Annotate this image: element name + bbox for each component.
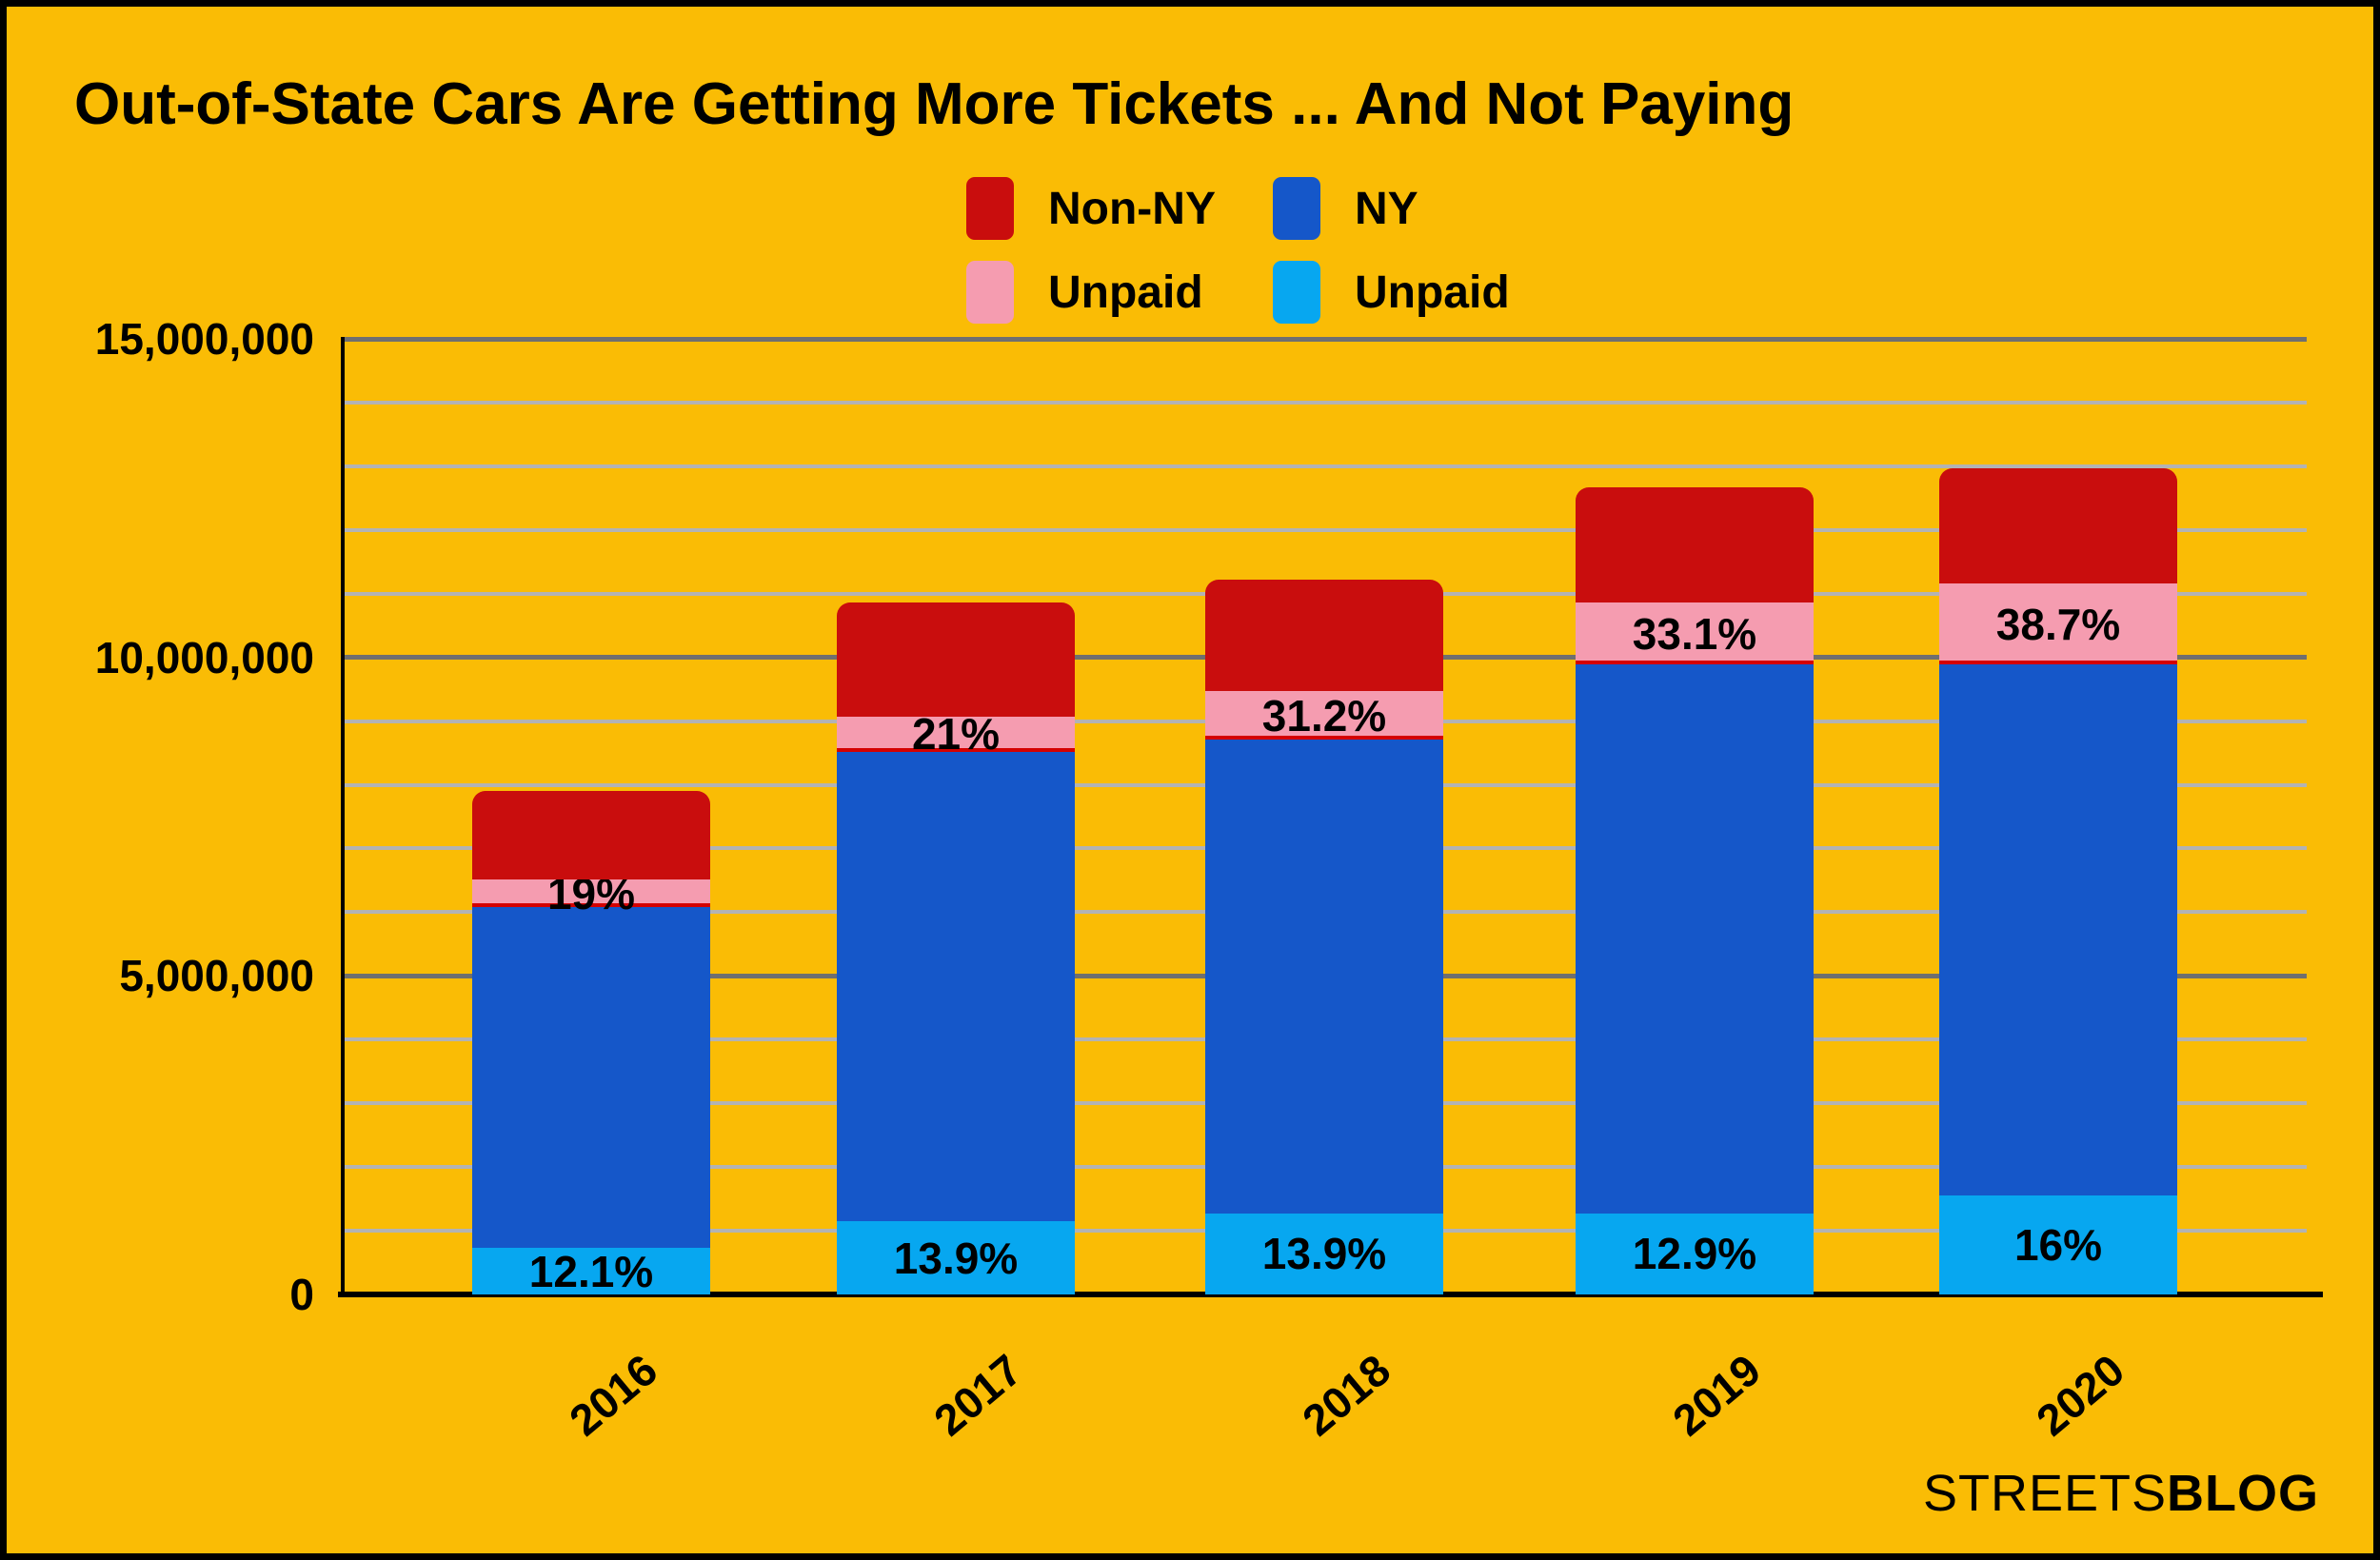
gridline-minor xyxy=(343,527,2307,532)
bar-2020-label-ny-unpaid: 16% xyxy=(2013,1220,2103,1271)
y-axis-tick-label: 15,000,000 xyxy=(94,314,314,365)
bar-2019-segment-non-ny-paid xyxy=(1576,486,1814,603)
legend-label: Unpaid xyxy=(1048,267,1203,318)
y-axis-tick-label: 10,000,000 xyxy=(94,632,314,682)
y-axis-tick-label: 0 xyxy=(289,1270,314,1319)
x-axis-label-2019: 2019 xyxy=(1663,1344,1771,1446)
x-axis-label-2016: 2016 xyxy=(560,1344,667,1446)
bar-2017-label-non-ny-unpaid: 21% xyxy=(911,709,1001,760)
legend-label: NY xyxy=(1355,183,1418,234)
bar-2020-segment-ny-paid xyxy=(1939,664,2177,1196)
bar-2019-segment-ny-paid xyxy=(1576,664,1814,1214)
legend-swatch-ny-unpaid xyxy=(1273,261,1320,324)
bar-2020-label-non-ny-unpaid: 38.7% xyxy=(1995,599,2121,649)
bar-2016-segment-ny-unpaid xyxy=(472,1248,710,1294)
legend: Non-NY NY Unpaid Unpaid xyxy=(966,177,1510,324)
gridline-major xyxy=(343,336,2307,342)
x-axis-label-2018: 2018 xyxy=(1293,1344,1400,1446)
logo-text-streets: STREETS xyxy=(1922,1465,2167,1522)
streetsblog-logo: STREETSBLOG xyxy=(1923,1464,2319,1523)
legend-swatch-non-ny-paid xyxy=(966,177,1014,240)
gridline-minor xyxy=(343,400,2307,405)
legend-swatch-ny-paid xyxy=(1273,177,1320,240)
legend-item-ny-paid: NY xyxy=(1273,177,1510,240)
bar-2019-segment-non-ny-unpaid xyxy=(1576,602,1814,665)
bar-2018-segment-non-ny-unpaid xyxy=(1205,691,1443,741)
bar-2020-segment-ny-unpaid xyxy=(1939,1195,2177,1294)
bar-2016-label-ny-unpaid: 12.1% xyxy=(528,1246,654,1296)
bar-2019-segment-ny-unpaid xyxy=(1576,1213,1814,1294)
y-axis-line xyxy=(341,337,345,1297)
bar-2017-segment-non-ny-paid xyxy=(837,602,1075,717)
legend-item-non-ny-unpaid: Unpaid xyxy=(966,261,1273,324)
bar-2018-label-non-ny-unpaid: 31.2% xyxy=(1261,690,1387,741)
bar-2019-label-non-ny-unpaid: 33.1% xyxy=(1632,608,1757,659)
bar-2016-segment-non-ny-paid xyxy=(472,790,710,880)
x-axis-line xyxy=(338,1292,2323,1297)
legend-label: Non-NY xyxy=(1048,183,1216,234)
bar-2019-label-ny-unpaid: 12.9% xyxy=(1632,1229,1757,1279)
y-axis-tick-label: 5,000,000 xyxy=(119,951,314,1001)
bar-2017-label-ny-unpaid: 13.9% xyxy=(893,1233,1019,1283)
bar-2016-segment-ny-paid xyxy=(472,907,710,1249)
bar-2020-segment-non-ny-unpaid xyxy=(1939,583,2177,665)
bar-2018-label-ny-unpaid: 13.9% xyxy=(1261,1229,1387,1279)
legend-swatch-non-ny-unpaid xyxy=(966,261,1014,324)
x-axis-label-2017: 2017 xyxy=(924,1344,1032,1446)
bar-2017-segment-ny-unpaid xyxy=(837,1221,1075,1294)
legend-label: Unpaid xyxy=(1355,267,1510,318)
bar-2018-segment-ny-unpaid xyxy=(1205,1213,1443,1294)
legend-item-ny-unpaid: Unpaid xyxy=(1273,261,1510,324)
logo-text-blog: BLOG xyxy=(2167,1465,2319,1522)
bar-2016-segment-non-ny-unpaid xyxy=(472,879,710,908)
bar-2017-segment-non-ny-unpaid xyxy=(837,716,1075,752)
chart-title: Out-of-State Cars Are Getting More Ticke… xyxy=(74,71,1795,137)
bar-2020-segment-non-ny-paid xyxy=(1939,467,2177,584)
bar-2018-segment-ny-paid xyxy=(1205,740,1443,1214)
bar-2017-segment-ny-paid xyxy=(837,751,1075,1222)
bar-2018-segment-non-ny-paid xyxy=(1205,580,1443,692)
legend-item-non-ny-paid: Non-NY xyxy=(966,177,1273,240)
gridline-minor xyxy=(343,464,2307,468)
